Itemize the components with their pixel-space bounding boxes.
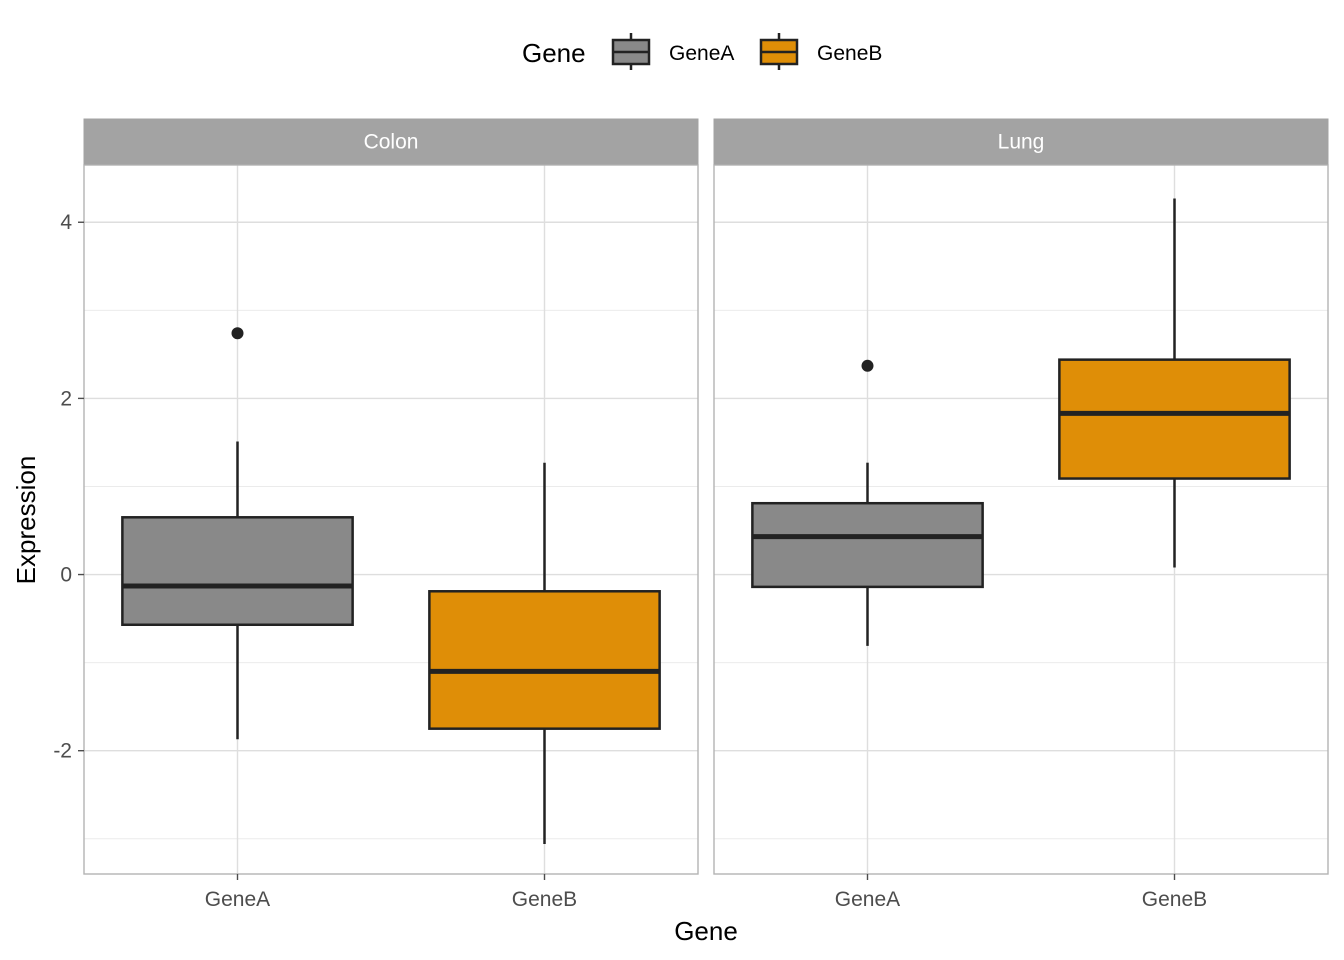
y-axis-title: Expression [11, 456, 41, 585]
x-axis-title: Gene [674, 916, 738, 946]
box-body [1058, 358, 1291, 480]
x-tick-label: GeneB [1142, 888, 1207, 911]
box-body [428, 590, 661, 730]
facet-strip [83, 118, 699, 165]
y-tick-label: 4 [60, 211, 72, 234]
y-axis: -2 0 2 4 [53, 211, 84, 763]
panel-lung: Lung GeneA GeneB [713, 118, 1329, 911]
x-tick-label: GeneB [512, 888, 577, 911]
box-geneb [428, 462, 661, 845]
facet-panels: Colon GeneA GeneB Lung GeneA GeneB [83, 118, 1329, 911]
x-tick-label: GeneA [835, 888, 900, 911]
panel-colon: Colon GeneA GeneB [83, 118, 699, 911]
panel-border [713, 164, 1329, 875]
legend: Gene GeneA GeneB [522, 33, 882, 70]
legend-entry-geneb: GeneB [759, 33, 882, 70]
box-body [751, 501, 984, 589]
outlier-point [861, 359, 874, 372]
legend-label: GeneA [669, 42, 734, 65]
y-tick-label: -2 [53, 740, 72, 763]
facet-strip-label: Colon [364, 131, 419, 154]
y-tick-label: 2 [60, 387, 72, 410]
box-geneb [1058, 198, 1291, 568]
x-tick-label: GeneA [205, 888, 270, 911]
legend-label: GeneB [817, 42, 882, 65]
outlier-point [231, 327, 244, 340]
box-genea [121, 327, 354, 740]
facet-strip-label: Lung [998, 131, 1045, 154]
box-body [121, 516, 354, 626]
panel-border [83, 164, 699, 875]
legend-entry-genea: GeneA [611, 33, 734, 70]
y-tick-label: 0 [60, 564, 72, 587]
facet-strip [713, 118, 1329, 165]
legend-title: Gene [522, 38, 586, 68]
box-genea [751, 359, 984, 646]
